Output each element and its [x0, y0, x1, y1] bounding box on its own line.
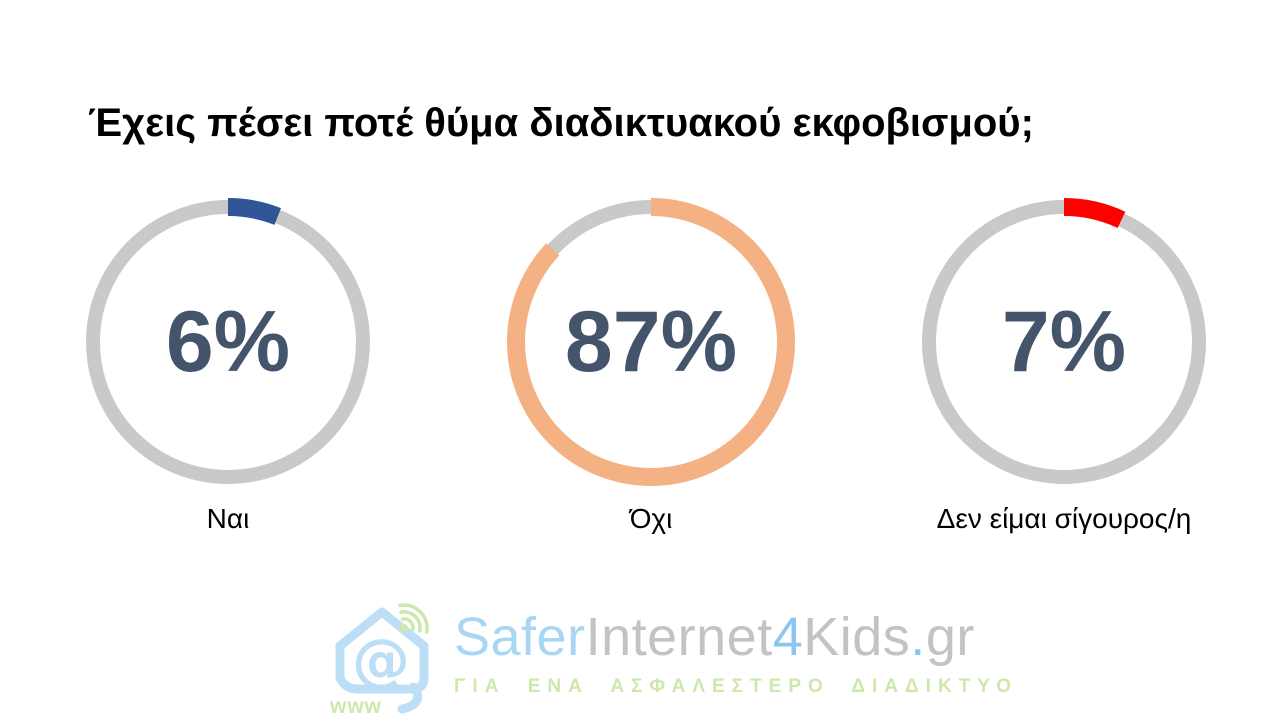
- www-label: www: [329, 695, 382, 716]
- donut-chart-no: 87% Όχι: [506, 197, 796, 534]
- brand-text-part: Internet: [585, 607, 773, 667]
- donut-ring-notsure: [920, 198, 1208, 486]
- saferinternet-house-icon: @ www: [329, 603, 429, 716]
- donut-value-label: 7%: [1001, 293, 1127, 390]
- donut-category-label: Ναι: [206, 503, 250, 534]
- donut-chart-notsure: 7% Δεν είμαι σίγουρος/η: [919, 197, 1209, 534]
- donut-chart-yes: 6% Ναι: [83, 197, 373, 534]
- brand-text-part: Safer: [454, 607, 586, 667]
- wifi-icon: [400, 617, 415, 632]
- watermark-tagline: ΓΙΑ ΕΝΑ ΑΣΦΑΛΕΣΤΕΡΟ ΔΙΑΔΙΚΤΥΟ: [454, 676, 1019, 697]
- watermark-brand: SaferInternet4Kids.gr: [454, 610, 1018, 664]
- brand-text-part: Kids: [803, 607, 911, 667]
- donut-ring-no: [507, 198, 795, 486]
- donut-category-label: Όχι: [629, 503, 673, 534]
- brand-text-part: gr: [925, 607, 975, 667]
- bubble-tail: [397, 682, 423, 714]
- brand-text-part: .: [910, 607, 926, 667]
- watermark-text-column: SaferInternet4Kids.gr ΓΙΑ ΕΝΑ ΑΣΦΑΛΕΣΤΕΡ…: [454, 610, 1018, 698]
- wifi-icon: [398, 603, 429, 634]
- chart-title: Έχεις πέσει ποτέ θύμα διαδικτυακού εκφοβ…: [88, 100, 1034, 145]
- watermark-logo: @ www SaferInternet4Kids.gr ΓΙΑ ΕΝΑ ΑΣΦΑ…: [318, 594, 1018, 716]
- donut-category-label: Δεν είμαι σίγουρος/η: [936, 503, 1192, 534]
- brand-text-part: 4: [772, 607, 804, 667]
- wifi-icon: [399, 610, 422, 633]
- wifi-dot: [400, 624, 408, 632]
- donut-value-label: 87%: [564, 293, 738, 390]
- at-symbol: @: [352, 626, 410, 694]
- donut-ring-yes: [84, 198, 372, 486]
- donut-value-label: 6%: [165, 293, 291, 390]
